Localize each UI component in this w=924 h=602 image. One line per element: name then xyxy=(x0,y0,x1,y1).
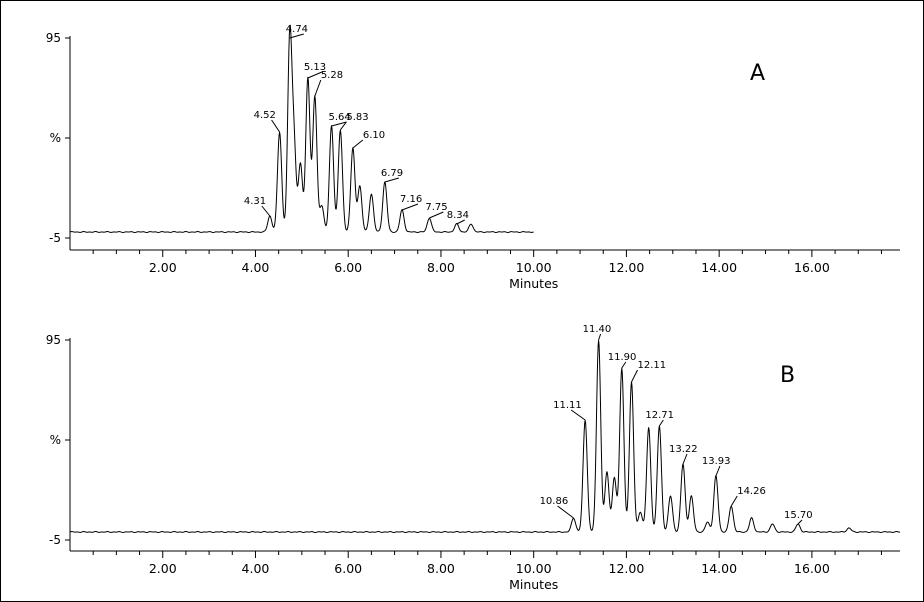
panel-b-peak-leader xyxy=(715,465,721,477)
panel-a-peak-label: 4.74 xyxy=(286,24,308,35)
panel-a-peak-leader xyxy=(339,121,347,131)
panel-b-peak-leader xyxy=(682,453,688,465)
panel-a-x-tick-label: 6.00 xyxy=(334,260,362,275)
panel-b-y-tick-label: -5 xyxy=(49,533,61,547)
panel-b-peak-label: 12.11 xyxy=(638,360,667,371)
panel-b-x-tick-label: 16.00 xyxy=(794,561,830,576)
panel-a-x-tick-label: 4.00 xyxy=(242,260,270,275)
panel-b-peak-label: 13.93 xyxy=(702,456,731,467)
panel-a-peak-label: 7.75 xyxy=(425,202,447,213)
panel-b-peak-label: 11.11 xyxy=(553,400,582,411)
panel-a-peak-label: 4.31 xyxy=(244,196,266,207)
panel-a-peak-leader xyxy=(384,177,399,183)
panel-b-peak-leader xyxy=(621,361,627,369)
panel-b-x-axis-label: Minutes xyxy=(509,577,558,592)
panel-b-peak-label: 14.26 xyxy=(737,486,766,497)
panel-a-x-axis-label: Minutes xyxy=(509,276,558,291)
panel-b-peak-leader xyxy=(598,333,602,341)
panel-a-peak-leader xyxy=(307,71,323,79)
panel-b-y-tick-label: 95 xyxy=(46,333,61,347)
panel-b-peak-label: 11.40 xyxy=(583,324,612,335)
panel-b-x-tick-label: 12.00 xyxy=(609,561,645,576)
panel-a-y-tick-label: -5 xyxy=(49,231,61,245)
panel-b-y-tick-label: % xyxy=(50,433,61,447)
panel-a-peak-label: 8.34 xyxy=(447,210,469,221)
panel-b-peak-leader xyxy=(631,369,638,383)
panel-a-x-tick-label: 8.00 xyxy=(427,260,455,275)
panel-a-label: A xyxy=(750,61,765,86)
panel-a-peak-label: 6.79 xyxy=(381,168,403,179)
panel-a-y-tick-label: 95 xyxy=(46,31,61,45)
panel-b-x-tick-label: 14.00 xyxy=(701,561,737,576)
panel-b-peak-label: 15.70 xyxy=(784,510,813,521)
panel-a-x-tick-label: 12.00 xyxy=(609,260,645,275)
panel-b-peak-label: 10.86 xyxy=(540,496,569,507)
panel-a-x-tick-label: 2.00 xyxy=(149,260,177,275)
panel-b-peak-leader xyxy=(570,409,586,421)
panel-b-x-tick-label: 4.00 xyxy=(242,561,270,576)
panel-a-x-tick-label: 10.00 xyxy=(516,260,552,275)
panel-b-trace xyxy=(69,339,901,533)
panel-a-peak-leader xyxy=(456,219,465,225)
panel-b-peak-leader xyxy=(658,419,664,427)
panel-b-x-tick-label: 8.00 xyxy=(427,561,455,576)
panel-b-x-tick-label: 10.00 xyxy=(516,561,552,576)
panel-a-peak-leader xyxy=(314,79,322,97)
panel-a-peak-leader xyxy=(429,211,444,219)
panel-a-x-tick-label: 16.00 xyxy=(794,260,830,275)
panel-a-peak-label: 4.52 xyxy=(254,110,276,121)
panel-a-peak-leader xyxy=(289,33,304,39)
panel-b-peak-label: 11.90 xyxy=(608,352,637,363)
panel-b-x-tick-label: 2.00 xyxy=(149,561,177,576)
panel-a-y-tick-label: % xyxy=(50,131,61,145)
panel-a-trace xyxy=(69,24,534,233)
panel-b-peak-label: 13.22 xyxy=(669,444,698,455)
panel-b-x-tick-label: 6.00 xyxy=(334,561,362,576)
panel-a-peak-label: 5.64 xyxy=(329,112,351,123)
panel-a-peak-label: 6.10 xyxy=(363,130,385,141)
panel-b-peak-leader xyxy=(730,495,738,507)
panel-a-peak-label: 5.28 xyxy=(321,70,343,81)
panel-a-peak-leader xyxy=(352,139,364,149)
panel-a-peak-leader xyxy=(331,121,347,127)
panel-b-peak-label: 12.71 xyxy=(645,410,674,421)
panel-b-label: B xyxy=(780,363,795,388)
panel-a-peak-label: 7.16 xyxy=(400,194,422,205)
panel-a-peak-leader xyxy=(261,205,271,217)
panel-a-peak-label: 5.13 xyxy=(304,62,326,73)
panel-a-peak-label: 5.83 xyxy=(346,112,368,123)
panel-a-peak-leader xyxy=(271,119,281,133)
panel-a-x-tick-label: 14.00 xyxy=(701,260,737,275)
panel-b-peak-leader xyxy=(557,505,574,519)
panel-b-peak-leader xyxy=(797,519,803,525)
panel-a-peak-leader xyxy=(401,203,419,211)
